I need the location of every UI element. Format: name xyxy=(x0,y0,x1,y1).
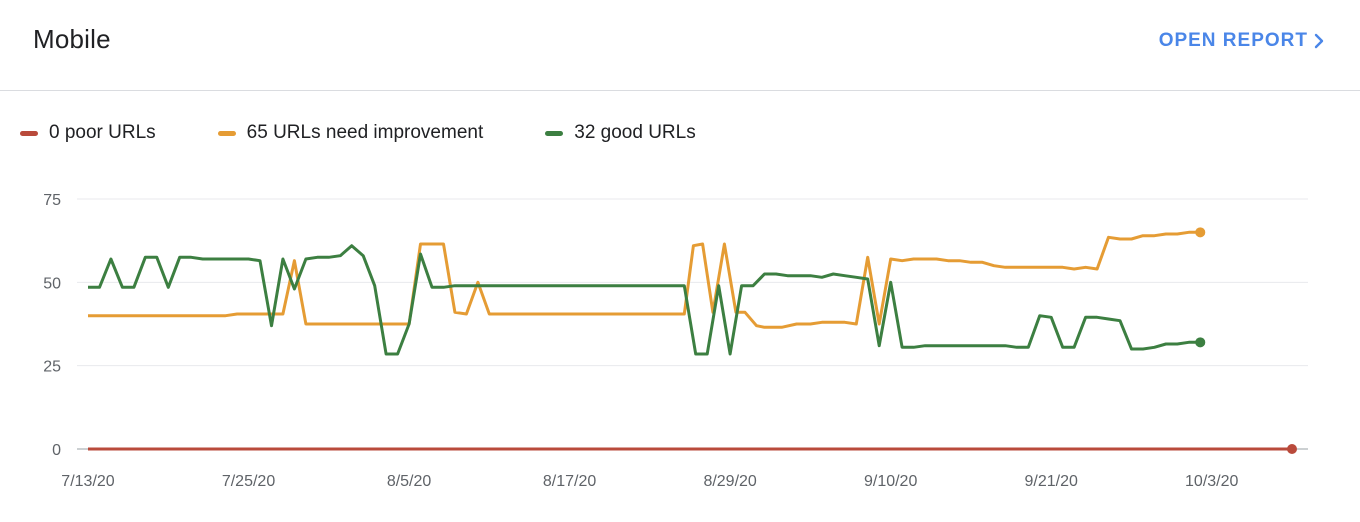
chevron-right-icon xyxy=(1314,33,1324,49)
x-tick-label: 8/5/20 xyxy=(387,473,432,490)
y-tick-label: 25 xyxy=(43,359,61,376)
open-report-label: OPEN REPORT xyxy=(1158,30,1308,51)
series-end-dot-good xyxy=(1195,337,1206,348)
x-tick-label: 8/17/20 xyxy=(543,473,596,490)
line-chart: 0 25 50 75 7/13/20 7/25/20 8/5/20 8/17/20 8/29/… xyxy=(43,192,1308,490)
series-line-good xyxy=(88,244,1201,356)
y-tick-label: 50 xyxy=(43,275,61,292)
series-end-dot-need-improvement xyxy=(1195,227,1206,238)
x-axis-ticks: 7/13/20 7/25/20 8/5/20 8/17/20 8/29/20 9/10/2… xyxy=(61,473,1238,490)
y-tick-label: 0 xyxy=(52,442,61,459)
y-tick-label: 75 xyxy=(43,192,61,209)
legend-swatch-need-improvement xyxy=(217,130,236,136)
y-axis-ticks: 0 25 50 75 xyxy=(43,192,61,459)
open-report-button[interactable]: OPEN REPORT xyxy=(1159,30,1324,52)
x-tick-label: 9/21/20 xyxy=(1025,473,1078,490)
series-lines xyxy=(88,227,1297,454)
x-tick-label: 7/25/20 xyxy=(222,473,275,490)
legend-item-poor[interactable]: 0 poor URLs xyxy=(20,122,156,144)
card-header: Mobile OPEN REPORT xyxy=(0,0,1360,90)
x-tick-label: 10/3/20 xyxy=(1185,473,1238,490)
series-line-need-improvement xyxy=(88,230,1201,329)
legend-item-need-improvement[interactable]: 65 URLs need improvement xyxy=(217,122,484,144)
legend-label-good: 32 good URLs xyxy=(574,122,696,143)
legend-label-need-improvement: 65 URLs need improvement xyxy=(246,122,484,143)
x-tick-label: 8/29/20 xyxy=(703,473,756,490)
legend-item-good[interactable]: 32 good URLs xyxy=(545,122,696,144)
x-tick-label: 7/13/20 xyxy=(61,473,114,490)
series-end-dot-poor xyxy=(1287,444,1297,454)
chart-legend: 0 poor URLs 65 URLs need improvement 32 … xyxy=(20,122,758,144)
legend-swatch-good xyxy=(545,130,564,136)
x-tick-label: 9/10/20 xyxy=(864,473,917,490)
grid-lines xyxy=(77,198,1308,450)
legend-label-poor: 0 poor URLs xyxy=(49,122,156,143)
header-divider xyxy=(0,90,1360,91)
card-title: Mobile xyxy=(33,24,111,54)
legend-swatch-poor xyxy=(20,130,38,136)
